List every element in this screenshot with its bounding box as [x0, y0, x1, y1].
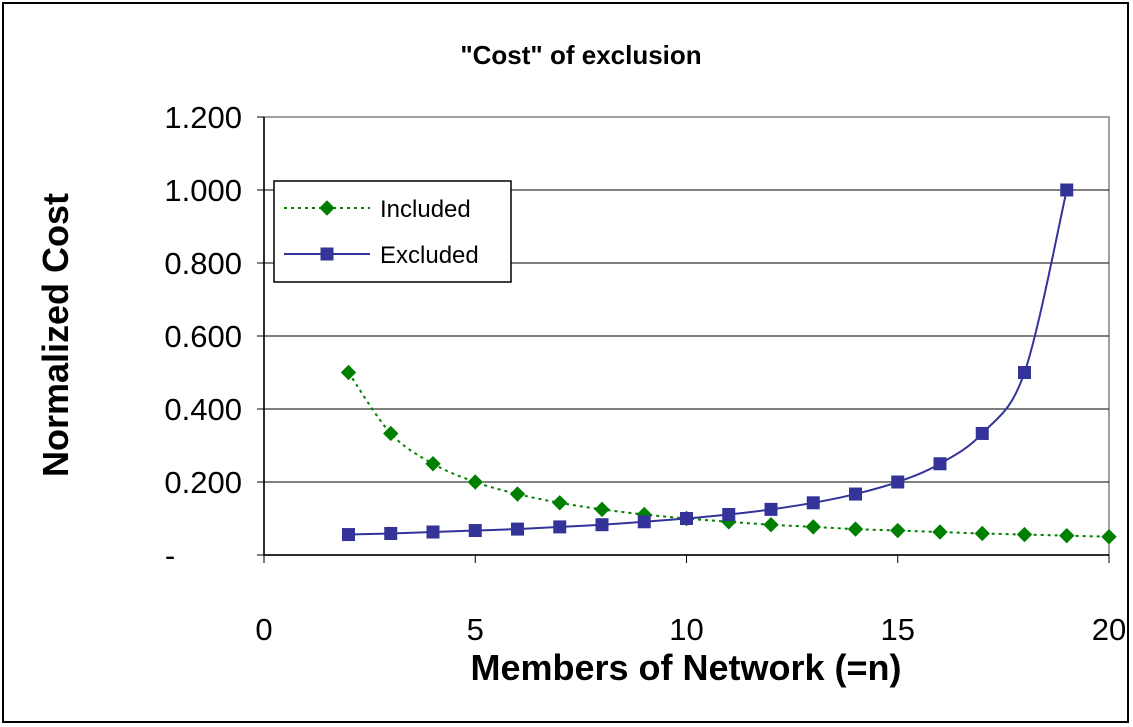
data-point-excluded — [1060, 183, 1074, 197]
x-axis-label: Members of Network (=n) — [470, 647, 901, 688]
data-point-included — [1059, 527, 1075, 544]
data-point-included — [974, 525, 990, 542]
legend: Included Excluded — [273, 180, 512, 283]
x-axis-ticks: 0 5 10 15 20 — [255, 117, 1126, 647]
y-tick-label: 0.600 — [164, 319, 242, 354]
series-excluded — [342, 183, 1074, 542]
data-point-included — [594, 501, 610, 518]
data-point-included — [890, 522, 906, 539]
data-point-excluded — [933, 457, 947, 471]
data-point-excluded — [806, 496, 820, 510]
data-point-included — [932, 524, 948, 540]
data-point-included — [763, 516, 779, 533]
data-point-excluded — [849, 487, 862, 501]
y-tick-label: 0.200 — [164, 465, 242, 500]
data-point-excluded — [891, 475, 905, 489]
data-point-included — [425, 456, 441, 472]
legend-box — [273, 180, 512, 283]
y-axis-ticks: - 0.200 0.400 0.600 0.800 1.000 1.200 — [164, 100, 264, 573]
legend-label-included: Included — [380, 196, 471, 223]
data-point-excluded — [511, 522, 524, 536]
data-point-included — [805, 519, 821, 535]
x-tick-label: 0 — [255, 612, 272, 647]
data-point-excluded — [384, 526, 398, 540]
data-point-excluded — [1018, 366, 1031, 379]
x-tick-label: 5 — [467, 612, 484, 647]
data-point-included — [467, 474, 483, 490]
data-point-excluded — [553, 520, 567, 534]
x-tick-label: 15 — [881, 612, 915, 647]
y-axis-label: Normalized Cost — [35, 193, 76, 477]
x-tick-label: 10 — [669, 612, 703, 647]
data-point-included — [1016, 526, 1033, 543]
data-point-included — [509, 486, 526, 502]
data-point-excluded — [722, 507, 736, 521]
legend-marker-included — [319, 200, 335, 216]
data-point-excluded — [595, 518, 609, 532]
data-point-included — [847, 521, 864, 537]
data-point-excluded — [975, 426, 989, 440]
y-tick-label: 0.800 — [164, 246, 242, 281]
data-point-excluded — [468, 524, 482, 538]
data-point-excluded — [426, 525, 440, 539]
x-tick-label: 20 — [1092, 612, 1126, 647]
data-point-included — [383, 425, 399, 442]
y-tick-label: - — [165, 538, 175, 573]
data-point-included — [552, 495, 568, 511]
data-point-excluded — [764, 502, 778, 516]
y-tick-label: 0.400 — [164, 392, 242, 427]
series — [340, 183, 1117, 545]
y-tick-label: 1.000 — [164, 173, 242, 208]
legend-label-excluded: Excluded — [380, 242, 479, 269]
chart-title: "Cost" of exclusion — [460, 40, 701, 70]
data-point-excluded — [680, 512, 693, 525]
y-tick-label: 1.200 — [164, 100, 242, 135]
data-point-included — [340, 364, 357, 381]
data-point-excluded — [342, 528, 355, 542]
legend-marker-excluded — [320, 247, 334, 261]
data-point-included — [1101, 529, 1117, 545]
data-point-excluded — [637, 515, 651, 529]
